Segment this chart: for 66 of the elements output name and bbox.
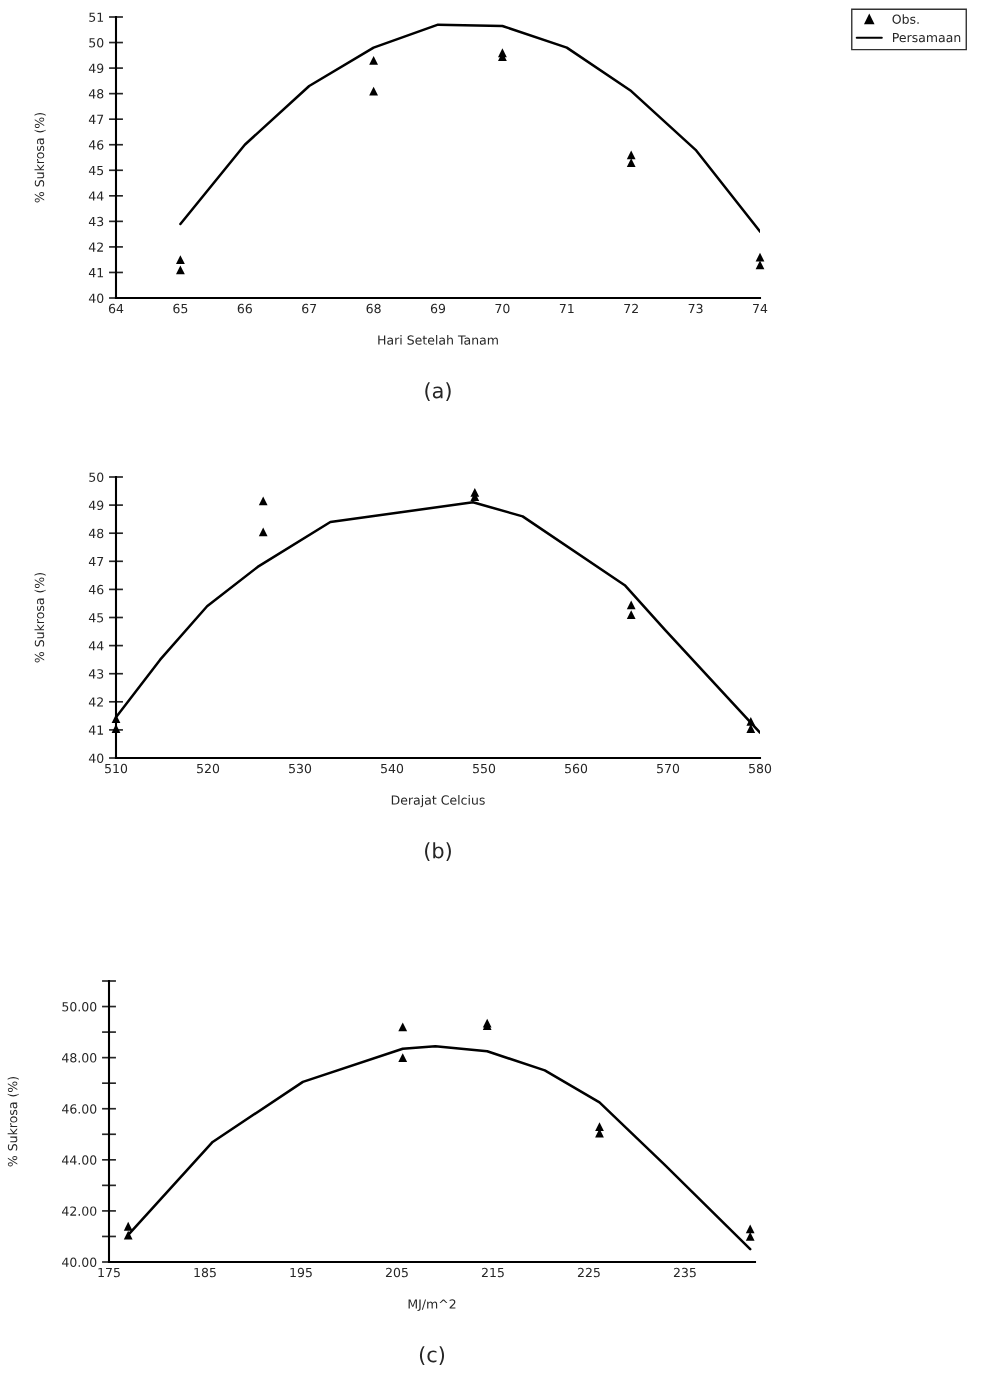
y-tick-label: 45 (88, 613, 104, 623)
y-tick-label: 44.00 (62, 1155, 97, 1165)
x-tick-label: 550 (473, 763, 496, 774)
x-tick-label: 570 (657, 763, 680, 774)
y-tick-label: 41 (88, 268, 104, 278)
y-tick-label: 49 (88, 500, 104, 511)
y-tick-label: 40 (88, 293, 104, 303)
y-tick-label: 42 (88, 697, 103, 707)
x-axis-title: Derajat Celcius (391, 795, 485, 808)
y-tick-label: 40.00 (62, 1257, 97, 1267)
y-tick-label: 47 (88, 114, 104, 124)
x-tick-label: 510 (105, 763, 128, 774)
legend-label: Persamaan (892, 32, 961, 43)
y-tick-label: 42.00 (62, 1206, 97, 1216)
x-tick-label: 71 (559, 303, 574, 314)
y-tick-label: 46.00 (62, 1104, 97, 1114)
x-tick-label: 540 (381, 763, 404, 774)
x-tick-label: 70 (495, 303, 510, 314)
x-tick-label: 520 (197, 763, 220, 774)
x-tick-label: 235 (673, 1267, 696, 1278)
y-axis-title: % Sukrosa (%) (34, 112, 46, 203)
x-tick-label: 73 (688, 303, 703, 314)
y-tick-label: 40 (88, 753, 104, 763)
x-tick-label: 530 (289, 763, 312, 774)
y-axis-title: % Sukrosa (%) (7, 1076, 19, 1167)
x-tick-label: 72 (624, 303, 638, 314)
x-tick-label: 205 (385, 1267, 408, 1278)
y-tick-label: 49 (88, 63, 104, 74)
y-tick-label: 48 (88, 89, 104, 99)
x-axis-title: MJ/m^2 (408, 1299, 456, 1312)
x-tick-label: 580 (749, 763, 772, 774)
y-tick-label: 48 (88, 528, 104, 539)
legend-label: Obs. (892, 14, 919, 24)
x-tick-label: 195 (290, 1267, 312, 1278)
x-tick-label: 69 (430, 303, 446, 314)
x-tick-label: 215 (481, 1267, 504, 1278)
x-tick-label: 67 (302, 303, 317, 314)
x-tick-label: 560 (565, 763, 588, 774)
y-tick-label: 46 (88, 140, 104, 150)
y-tick-label: 50 (89, 38, 104, 48)
x-tick-label: 64 (108, 303, 124, 314)
text: (a) (425, 382, 451, 401)
x-tick-label: 225 (577, 1267, 600, 1278)
y-tick-label: 51 (89, 12, 104, 22)
y-tick-label: 43 (88, 216, 104, 227)
y-tick-label: 46 (88, 584, 104, 595)
y-tick-label: 50.00 (62, 1002, 97, 1012)
x-axis-title: Hari Setelah Tanam (378, 335, 498, 345)
y-tick-label: 47 (88, 556, 104, 567)
x-tick-label: 185 (194, 1267, 216, 1278)
text: (b) (425, 842, 451, 861)
y-tick-label: 44 (88, 641, 104, 651)
y-axis-title: % Sukrosa (%) (34, 572, 46, 663)
x-tick-label: 66 (237, 303, 252, 314)
y-tick-label: 45 (88, 165, 104, 176)
text: (c) (419, 1346, 445, 1365)
x-tick-label: 74 (753, 303, 768, 314)
x-tick-label: 68 (366, 303, 381, 314)
x-tick-label: 175 (98, 1267, 120, 1278)
y-tick-label: 50 (89, 472, 104, 482)
y-tick-label: 43 (88, 669, 104, 679)
y-tick-label: 44 (88, 191, 104, 201)
x-tick-label: 65 (173, 303, 188, 314)
y-tick-label: 48.00 (62, 1053, 97, 1063)
y-tick-label: 42 (88, 242, 103, 252)
y-tick-label: 41 (88, 725, 104, 735)
